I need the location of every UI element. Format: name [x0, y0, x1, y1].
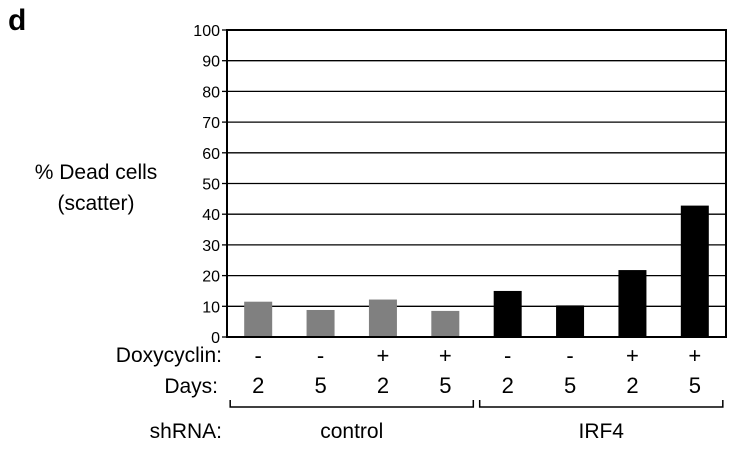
row-label: Days:: [164, 375, 218, 398]
y-tick-label: 100: [193, 23, 220, 40]
days-value: 5: [689, 373, 701, 398]
doxycyclin-value: +: [439, 343, 452, 368]
days-value: 2: [252, 373, 264, 398]
y-tick-label: 70: [202, 115, 220, 132]
bar: [680, 205, 709, 337]
bar: [493, 290, 522, 337]
y-tick-label: 30: [202, 238, 220, 255]
y-axis-ticks: 0 10 20 30 40 50 60 70 80 90 100: [193, 23, 227, 347]
bar: [431, 310, 460, 337]
days-value: 5: [314, 373, 326, 398]
days-value: 5: [564, 373, 576, 398]
y-axis-label-line-1: % Dead cells: [35, 161, 158, 184]
y-tick-label: 80: [202, 84, 220, 101]
doxycyclin-value: -: [504, 343, 511, 368]
group-bracket: [478, 400, 724, 408]
y-tick-label: 0: [211, 330, 220, 347]
shrna-row-label: shRNA:: [150, 420, 222, 443]
group-bracket: [229, 400, 475, 408]
doxycyclin-value: +: [688, 343, 701, 368]
y-tick-label: 20: [202, 269, 220, 286]
bar: [556, 305, 585, 337]
panel-label: d: [8, 4, 26, 37]
y-tick-label: 90: [202, 54, 220, 71]
days-value: 2: [502, 373, 514, 398]
doxycyclin-value: -: [255, 343, 262, 368]
y-tick-label: 40: [202, 207, 220, 224]
y-axis-label-line-2: (scatter): [57, 192, 134, 215]
y-tick-label: 50: [202, 177, 220, 194]
days-value: 5: [439, 373, 451, 398]
plot-area-frame: [226, 29, 727, 338]
row-label: Doxycyclin:: [116, 344, 222, 367]
doxycyclin-value: +: [626, 343, 639, 368]
condition-rows: Doxycyclin: - - + + - - + + Days: 2 5 2 5 2 5 2 5: [116, 343, 701, 398]
days-value: 2: [626, 373, 638, 398]
shrna-groups: shRNA: control IRF4: [150, 400, 724, 443]
bar: [306, 309, 335, 337]
doxycyclin-value: +: [377, 343, 390, 368]
gridlines: [227, 60, 726, 307]
bar: [368, 299, 397, 337]
doxycyclin-value: -: [566, 343, 573, 368]
y-tick-label: 10: [202, 299, 220, 316]
bar: [244, 301, 273, 337]
doxycyclin-value: -: [317, 343, 324, 368]
days-value: 2: [377, 373, 389, 398]
bars: [244, 205, 709, 337]
y-tick-label: 60: [202, 146, 220, 163]
group-name: control: [320, 420, 383, 443]
bar: [618, 270, 647, 337]
group-name: IRF4: [578, 420, 624, 443]
